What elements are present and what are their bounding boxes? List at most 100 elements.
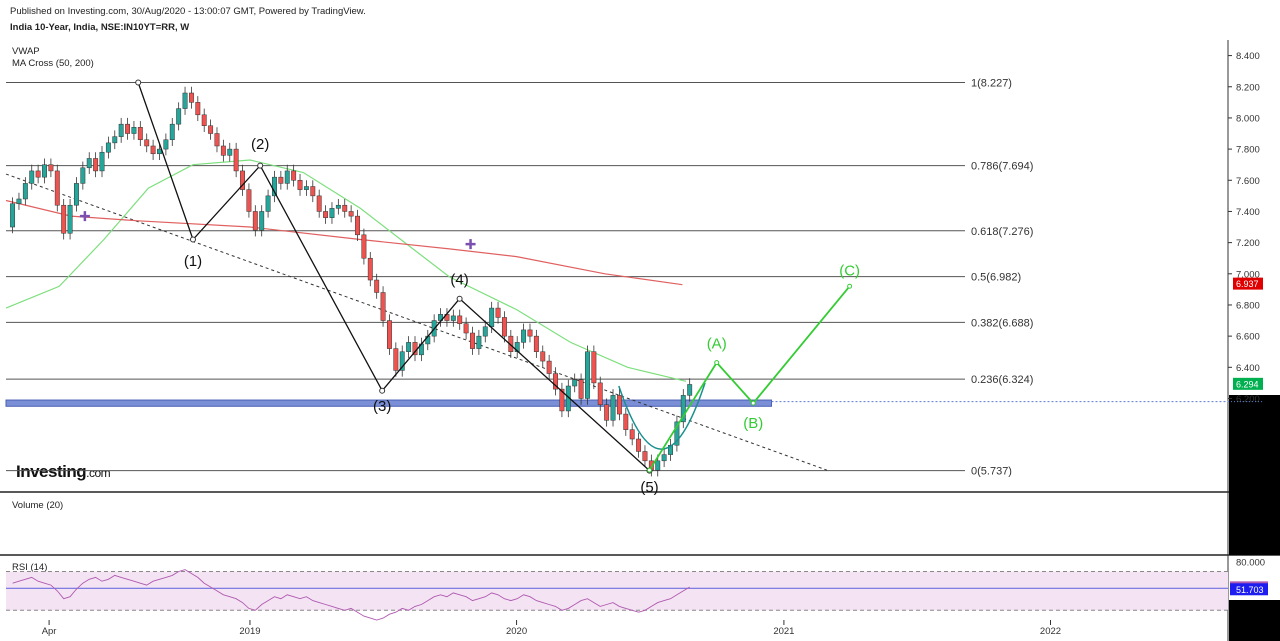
candle[interactable] [533, 335, 539, 352]
candle[interactable] [246, 189, 252, 212]
candle[interactable] [323, 211, 329, 218]
candle[interactable] [35, 170, 41, 178]
wave-pivot[interactable] [135, 79, 142, 86]
candle[interactable] [578, 379, 584, 399]
candle[interactable] [668, 444, 673, 455]
candle[interactable] [163, 139, 169, 150]
candle[interactable] [182, 92, 188, 109]
candle[interactable] [540, 351, 546, 362]
candle[interactable] [80, 167, 86, 184]
candle[interactable] [10, 203, 16, 228]
candle[interactable] [316, 195, 322, 212]
projection-pivot[interactable] [847, 283, 853, 289]
candle[interactable] [252, 211, 258, 231]
candle[interactable] [629, 429, 635, 440]
candle[interactable] [591, 351, 597, 384]
vwap-marker[interactable] [79, 211, 90, 222]
projection-pivot[interactable] [714, 360, 720, 366]
candle[interactable] [463, 323, 469, 334]
wave-pivot[interactable] [189, 236, 196, 243]
candle[interactable] [74, 183, 79, 206]
impulse-wave-path[interactable] [137, 82, 650, 472]
candle[interactable] [144, 139, 150, 147]
candle[interactable] [604, 404, 610, 421]
candle[interactable] [137, 127, 143, 141]
candle[interactable] [348, 211, 354, 217]
candle[interactable] [188, 92, 194, 103]
candle[interactable] [457, 315, 463, 324]
candle[interactable] [54, 170, 60, 206]
candle[interactable] [680, 395, 686, 423]
candle[interactable] [48, 164, 54, 172]
candle[interactable] [642, 451, 648, 462]
candle[interactable] [208, 125, 214, 134]
candle[interactable] [610, 395, 616, 421]
candle[interactable] [42, 164, 47, 178]
vwap-marker[interactable] [465, 239, 476, 250]
candle[interactable] [355, 215, 360, 236]
candle[interactable] [303, 186, 309, 190]
candle[interactable] [450, 315, 456, 321]
candle[interactable] [99, 151, 105, 172]
candle[interactable] [380, 292, 386, 321]
candle[interactable] [233, 148, 239, 172]
candle[interactable] [514, 342, 520, 352]
candle[interactable] [214, 133, 220, 147]
candle[interactable] [655, 460, 661, 471]
candle[interactable] [195, 102, 201, 116]
volume-legend[interactable]: Volume (20) [12, 500, 64, 511]
candle[interactable] [335, 204, 341, 209]
candle[interactable] [201, 114, 207, 126]
rsi-line[interactable] [12, 569, 690, 621]
candle[interactable] [623, 413, 629, 430]
candle[interactable] [291, 170, 297, 181]
candle[interactable] [22, 183, 28, 200]
candle[interactable] [220, 145, 226, 156]
support-band[interactable] [5, 399, 772, 407]
wave-pivot[interactable] [379, 387, 386, 394]
wave-pivot[interactable] [456, 295, 463, 302]
projection-pivot[interactable] [750, 400, 756, 406]
candle[interactable] [585, 351, 590, 399]
ma-cross-legend[interactable]: MA Cross (50, 200) [12, 58, 94, 69]
candle[interactable] [150, 145, 156, 155]
candle[interactable] [527, 329, 533, 337]
candle[interactable] [616, 395, 622, 415]
candle[interactable] [361, 234, 367, 259]
candle[interactable] [176, 108, 182, 125]
candle[interactable] [284, 170, 290, 184]
candle[interactable] [259, 211, 265, 231]
candle[interactable] [367, 257, 373, 281]
candle[interactable] [240, 170, 245, 190]
candle[interactable] [86, 158, 92, 169]
candle[interactable] [687, 384, 693, 396]
wave-pivot[interactable] [257, 162, 264, 169]
candle[interactable] [501, 317, 507, 337]
candle[interactable] [29, 170, 35, 184]
candle[interactable] [93, 158, 99, 172]
candle[interactable] [636, 438, 642, 452]
candle[interactable] [476, 335, 482, 349]
projection-pivot[interactable] [647, 467, 653, 473]
candle[interactable] [546, 360, 552, 374]
candle[interactable] [125, 123, 131, 134]
candle[interactable] [661, 454, 667, 462]
candle[interactable] [521, 329, 527, 343]
candle[interactable] [399, 351, 405, 371]
candle[interactable] [112, 136, 118, 144]
candle[interactable] [387, 320, 392, 349]
candle[interactable] [482, 326, 488, 337]
candle[interactable] [118, 123, 124, 137]
candle[interactable] [674, 421, 680, 446]
candle[interactable] [169, 123, 175, 141]
candle[interactable] [297, 180, 303, 190]
candle[interactable] [67, 204, 73, 234]
candle[interactable] [393, 348, 399, 371]
candle[interactable] [597, 382, 603, 405]
candle[interactable] [131, 127, 137, 134]
vwap-legend[interactable]: VWAP [12, 46, 40, 57]
candle[interactable] [329, 208, 335, 218]
candle[interactable] [227, 148, 233, 156]
rsi-legend[interactable]: RSI (14) [12, 562, 48, 573]
